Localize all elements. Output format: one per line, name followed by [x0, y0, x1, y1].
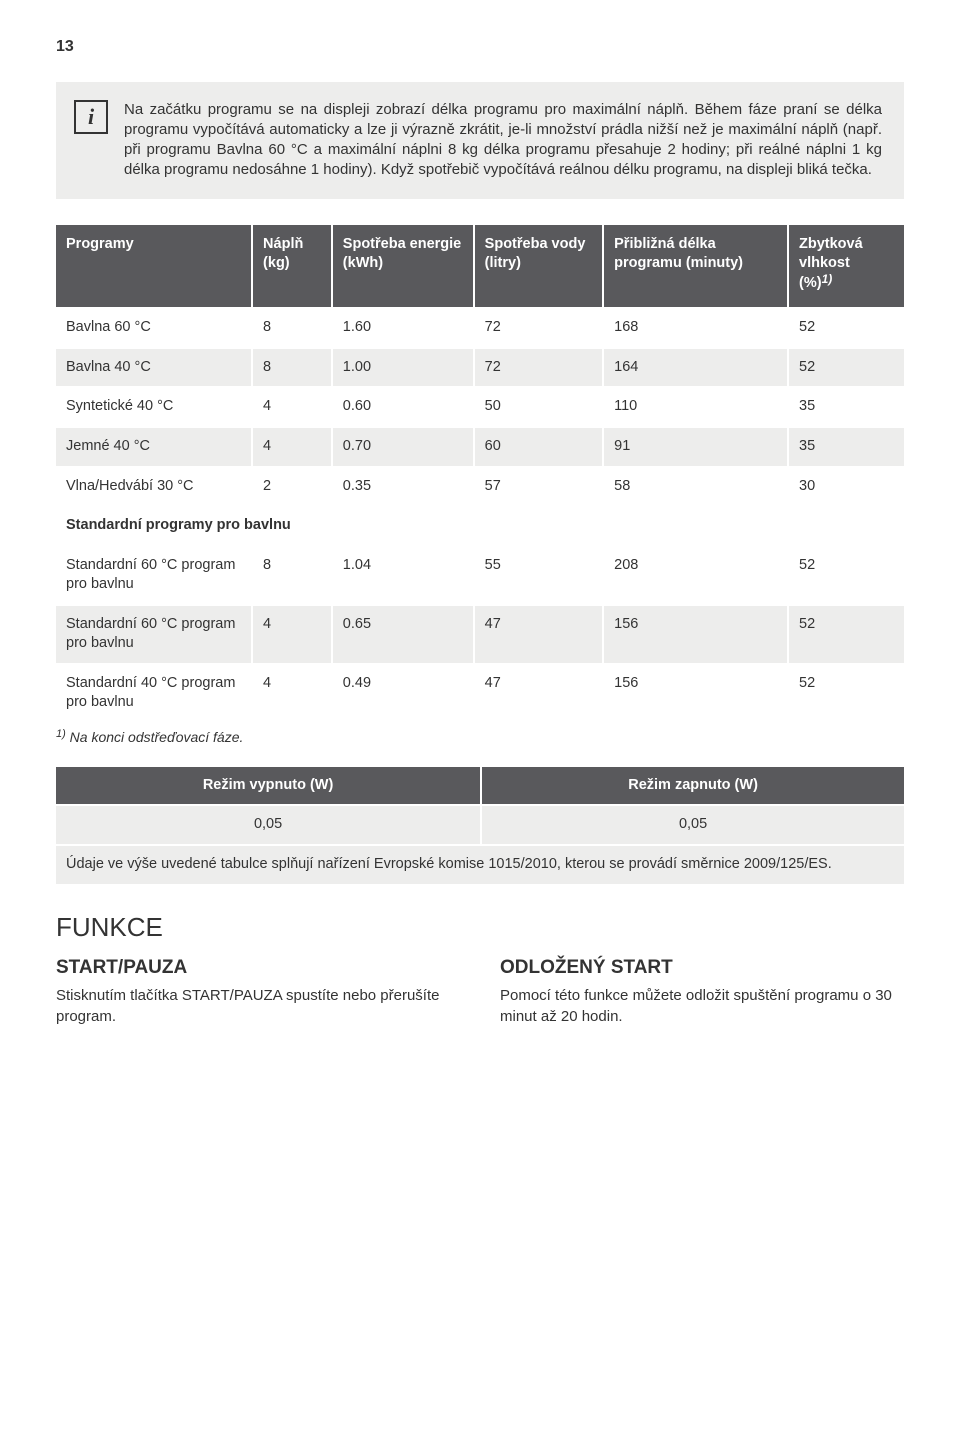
col-water: Spotřeba vody (litry) [474, 225, 603, 309]
cell: Vlna/Hedvábí 30 °C [56, 467, 252, 507]
cell: 0.60 [332, 387, 474, 427]
cell: 91 [603, 427, 788, 467]
cell: 4 [252, 427, 332, 467]
cell: Bavlna 60 °C [56, 308, 252, 348]
cell: 0.49 [332, 664, 474, 722]
col-humidity: Zbytková vlhkost (%)1) [788, 225, 904, 309]
modes-table: Režim vypnuto (W) Režim zapnuto (W) 0,05… [56, 767, 904, 884]
cell: 0.65 [332, 605, 474, 664]
cell: Standardní 60 °C program pro bavlnu [56, 546, 252, 605]
info-text: Na začátku programu se na displeji zobra… [124, 100, 882, 181]
cell: 0.35 [332, 467, 474, 507]
funkce-right: ODLOŽENÝ START Pomocí této funkce můžete… [500, 955, 904, 1027]
programs-tbody: Bavlna 60 °C 8 1.60 72 168 52 Bavlna 40 … [56, 308, 904, 722]
cell: 72 [474, 348, 603, 388]
cell: 35 [788, 387, 904, 427]
table-row: Standardní 40 °C program pro bavlnu 4 0.… [56, 664, 904, 722]
col-energy: Spotřeba energie (kWh) [332, 225, 474, 309]
cell: 52 [788, 308, 904, 348]
cell: 72 [474, 308, 603, 348]
cell: 52 [788, 348, 904, 388]
cell: 4 [252, 387, 332, 427]
cell: 35 [788, 427, 904, 467]
section-funkce-title: FUNKCE [56, 910, 904, 945]
cell: 1.60 [332, 308, 474, 348]
table-row: Bavlna 60 °C 8 1.60 72 168 52 [56, 308, 904, 348]
cell: 110 [603, 387, 788, 427]
cell: 1.00 [332, 348, 474, 388]
footnote-text: Na konci odstřeďovací fáze. [66, 729, 244, 745]
cell: 47 [474, 605, 603, 664]
modes-cell: 0,05 [481, 805, 904, 845]
col-program: Programy [56, 225, 252, 309]
table-row: Syntetické 40 °C 4 0.60 50 110 35 [56, 387, 904, 427]
cell: 8 [252, 308, 332, 348]
cell: 52 [788, 605, 904, 664]
cell: 30 [788, 467, 904, 507]
cell: 52 [788, 664, 904, 722]
cell: Bavlna 40 °C [56, 348, 252, 388]
cell: Standardní 40 °C program pro bavlnu [56, 664, 252, 722]
odlozeny-start-text: Pomocí této funkce můžete odložit spuště… [500, 986, 904, 1027]
modes-row: 0,05 0,05 [56, 805, 904, 845]
table-row: Jemné 40 °C 4 0.70 60 91 35 [56, 427, 904, 467]
cell: 1.04 [332, 546, 474, 605]
col-duration: Přibližná délka programu (minuty) [603, 225, 788, 309]
cell: 47 [474, 664, 603, 722]
cell: 0.70 [332, 427, 474, 467]
col-humidity-a: Zbytková vlhkost [799, 236, 863, 272]
cell: 8 [252, 348, 332, 388]
section-label: Standardní programy pro bavlnu [56, 506, 904, 546]
modes-col-off: Režim vypnuto (W) [56, 767, 481, 806]
cell: 156 [603, 605, 788, 664]
cell: 208 [603, 546, 788, 605]
cell: 168 [603, 308, 788, 348]
table-header-row: Programy Náplň (kg) Spotřeba energie (kW… [56, 225, 904, 309]
col-humidity-sup: 1) [822, 272, 833, 286]
page-number: 13 [56, 36, 904, 58]
start-pauza-text: Stisknutím tlačítka START/PAUZA spustíte… [56, 986, 460, 1027]
modes-note-row: Údaje ve výše uvedené tabulce splňují na… [56, 845, 904, 884]
cell: Jemné 40 °C [56, 427, 252, 467]
modes-note: Údaje ve výše uvedené tabulce splňují na… [56, 845, 904, 884]
cell: 57 [474, 467, 603, 507]
cell: 4 [252, 605, 332, 664]
cell: 8 [252, 546, 332, 605]
cell: 55 [474, 546, 603, 605]
footnote-sup: 1) [56, 728, 66, 740]
cell: 156 [603, 664, 788, 722]
info-box: i Na začátku programu se na displeji zob… [56, 82, 904, 199]
funkce-columns: START/PAUZA Stisknutím tlačítka START/PA… [56, 955, 904, 1027]
table-footnote: 1) Na konci odstřeďovací fáze. [56, 728, 904, 747]
table-row: Standardní 60 °C program pro bavlnu 4 0.… [56, 605, 904, 664]
odlozeny-start-title: ODLOŽENÝ START [500, 955, 904, 981]
col-humidity-b: (%) [799, 275, 822, 291]
table-row: Standardní 60 °C program pro bavlnu 8 1.… [56, 546, 904, 605]
modes-header-row: Režim vypnuto (W) Režim zapnuto (W) [56, 767, 904, 806]
cell: 164 [603, 348, 788, 388]
info-icon: i [74, 100, 108, 134]
modes-col-on: Režim zapnuto (W) [481, 767, 904, 806]
col-load: Náplň (kg) [252, 225, 332, 309]
programs-table: Programy Náplň (kg) Spotřeba energie (kW… [56, 225, 904, 722]
page: 13 i Na začátku programu se na displeji … [0, 0, 960, 1067]
cell: 4 [252, 664, 332, 722]
cell: Standardní 60 °C program pro bavlnu [56, 605, 252, 664]
cell: 2 [252, 467, 332, 507]
table-row: Bavlna 40 °C 8 1.00 72 164 52 [56, 348, 904, 388]
table-section-row: Standardní programy pro bavlnu [56, 506, 904, 546]
cell: Syntetické 40 °C [56, 387, 252, 427]
cell: 58 [603, 467, 788, 507]
start-pauza-title: START/PAUZA [56, 955, 460, 981]
funkce-left: START/PAUZA Stisknutím tlačítka START/PA… [56, 955, 460, 1027]
cell: 52 [788, 546, 904, 605]
cell: 60 [474, 427, 603, 467]
modes-cell: 0,05 [56, 805, 481, 845]
table-row: Vlna/Hedvábí 30 °C 2 0.35 57 58 30 [56, 467, 904, 507]
cell: 50 [474, 387, 603, 427]
